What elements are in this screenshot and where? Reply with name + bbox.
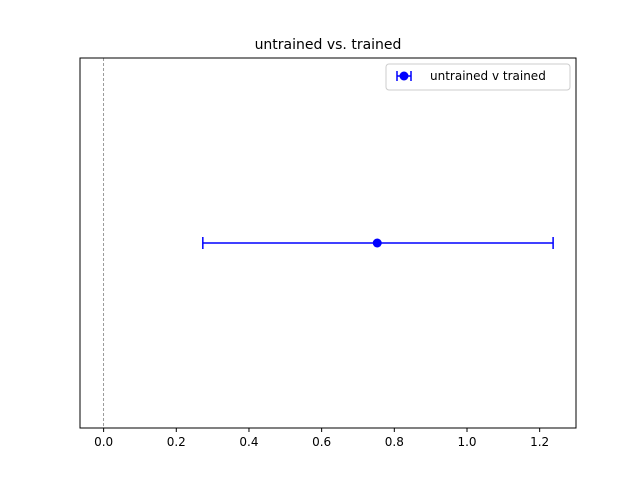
- chart-title: untrained vs. trained: [255, 37, 402, 53]
- legend-label: untrained v trained: [430, 69, 546, 83]
- x-tick-label: 0.4: [239, 435, 258, 449]
- legend-errorbar-marker: [396, 71, 412, 81]
- data-point: [372, 238, 382, 248]
- axes-frame: [79, 57, 577, 429]
- x-axis: 0.0 0.2 0.4 0.6 0.8 1.0 1.2: [94, 428, 549, 449]
- plot-area: [103, 58, 554, 428]
- x-tick-label: 0.6: [312, 435, 331, 449]
- legend-point: [399, 71, 409, 81]
- x-tick-label: 1.2: [530, 435, 549, 449]
- x-tick-label: 0.0: [94, 435, 113, 449]
- legend-box: [385, 63, 571, 91]
- x-tick-label: 1.0: [457, 435, 476, 449]
- x-tick-label: 0.8: [385, 435, 404, 449]
- x-tick-label: 0.2: [167, 435, 186, 449]
- legend: untrained v trained: [385, 63, 571, 91]
